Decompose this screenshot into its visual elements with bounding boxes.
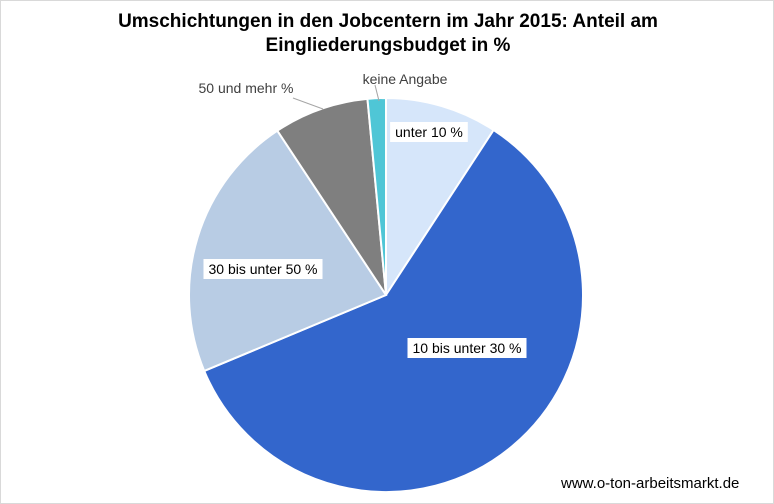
pie-slice-2 <box>202 128 584 493</box>
chart-title: Umschichtungen in den Jobcentern im Jahr… <box>88 10 688 58</box>
pie-slice-1 <box>385 96 496 299</box>
pie-label-5: keine Angabe <box>363 71 448 87</box>
pie-leader-line-5 <box>374 84 380 102</box>
pie-slice-4 <box>275 97 387 296</box>
pie-label-box-3 <box>203 259 323 279</box>
pie-leader-lines <box>292 84 380 110</box>
chart-title-line-1: Umschichtungen in den Jobcentern im Jahr… <box>118 11 658 32</box>
chart-title-line-2: Eingliederungsbudget in % <box>265 35 511 56</box>
pie-label-2: 10 bis unter 30 % <box>413 340 522 356</box>
pie-data-labels: unter 10 % 10 bis unter 30 % 30 bis unter … <box>199 71 527 358</box>
pie-label-1: unter 10 % <box>395 124 463 140</box>
pie-leader-line-4 <box>292 97 324 110</box>
pie-label-box-2 <box>407 338 527 358</box>
pie-label-3: 30 bis unter 50 % <box>209 261 318 277</box>
source-watermark: www.o-ton-arbeitsmarkt.de <box>561 475 740 492</box>
pie-label-box-1 <box>390 122 468 142</box>
pie-slice-5 <box>366 96 387 296</box>
pie-slices <box>188 96 584 493</box>
pie-slice-3 <box>188 129 388 373</box>
pie-label-4: 50 und mehr % <box>199 80 294 96</box>
